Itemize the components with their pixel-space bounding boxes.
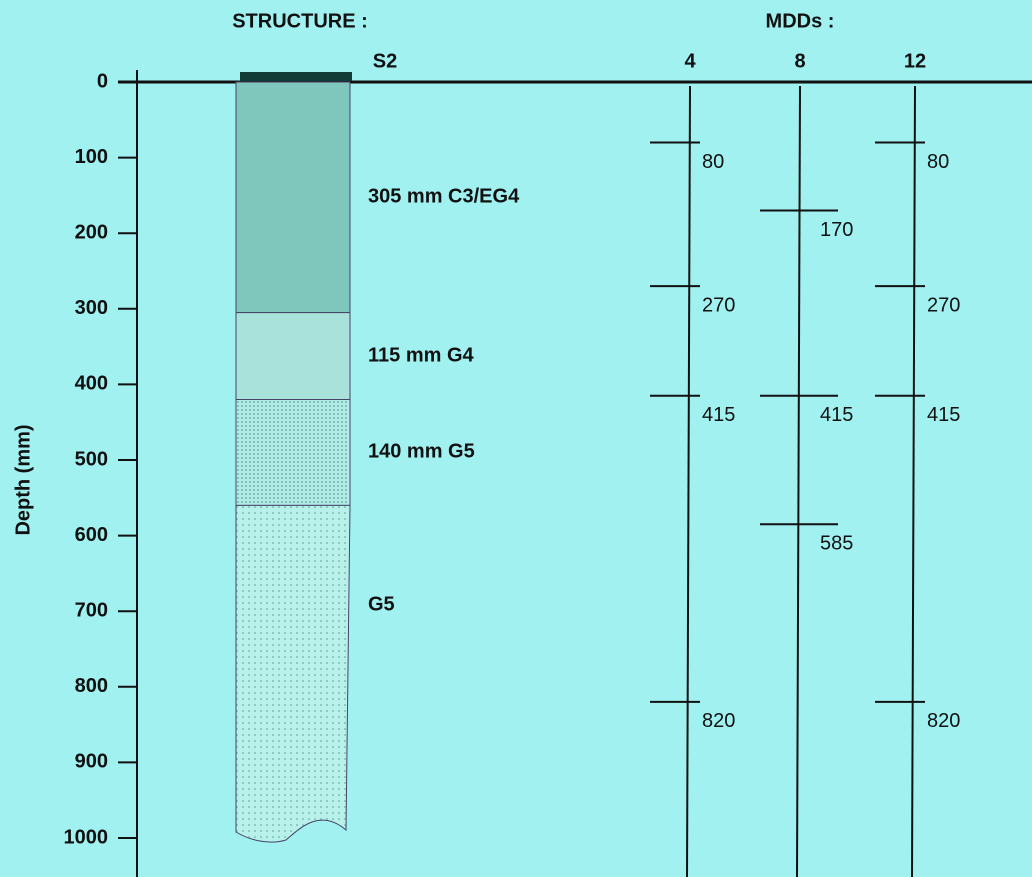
y-tick-label: 600 (75, 524, 108, 546)
y-tick-label: 300 (75, 297, 108, 319)
layer (235, 81, 351, 314)
structure-name: S2 (373, 50, 397, 72)
column-line (686, 85, 691, 877)
y-tick-label: 900 (75, 751, 108, 773)
column-line (796, 85, 801, 877)
y-tick-label: 500 (75, 448, 108, 470)
y-tick-label: 1000 (64, 826, 109, 848)
mdd-label: 270 (927, 294, 960, 316)
y-tick-label: 100 (75, 146, 108, 168)
y-axis-label: Depth (mm) (12, 424, 34, 535)
y-tick-label: 800 (75, 675, 108, 697)
mdd-label: 585 (820, 533, 853, 555)
layer-label: 140 mm G5 (368, 441, 475, 463)
y-tick-label: 0 (97, 70, 108, 92)
mdd-label: 415 (702, 404, 735, 426)
structure-title: STRUCTURE : (232, 10, 368, 32)
layer (235, 312, 351, 401)
y-tick-label: 400 (75, 373, 108, 395)
layer-label: G5 (368, 593, 395, 615)
column-line (911, 85, 916, 877)
y-tick-label: 200 (75, 221, 108, 243)
mdd-label: 820 (927, 710, 960, 732)
column-label: 12 (904, 50, 926, 72)
mdd-title: MDDs : (766, 10, 835, 32)
layer-texture (236, 399, 350, 506)
mdd-label: 820 (702, 710, 735, 732)
column-label: 4 (684, 50, 696, 72)
layer-texture (236, 505, 350, 843)
mdd-label: 80 (927, 151, 949, 173)
mdd-label: 270 (702, 294, 735, 316)
y-tick-label: 700 (75, 599, 108, 621)
surface-cap (240, 72, 352, 81)
layer-label: 115 mm G4 (368, 344, 475, 366)
layer-label: 305 mm C3/EG4 (368, 186, 520, 208)
column-label: 8 (794, 50, 805, 72)
mdd-label: 415 (927, 404, 960, 426)
mdd-label: 80 (702, 151, 724, 173)
mdd-label: 170 (820, 219, 853, 241)
mdd-label: 415 (820, 404, 853, 426)
